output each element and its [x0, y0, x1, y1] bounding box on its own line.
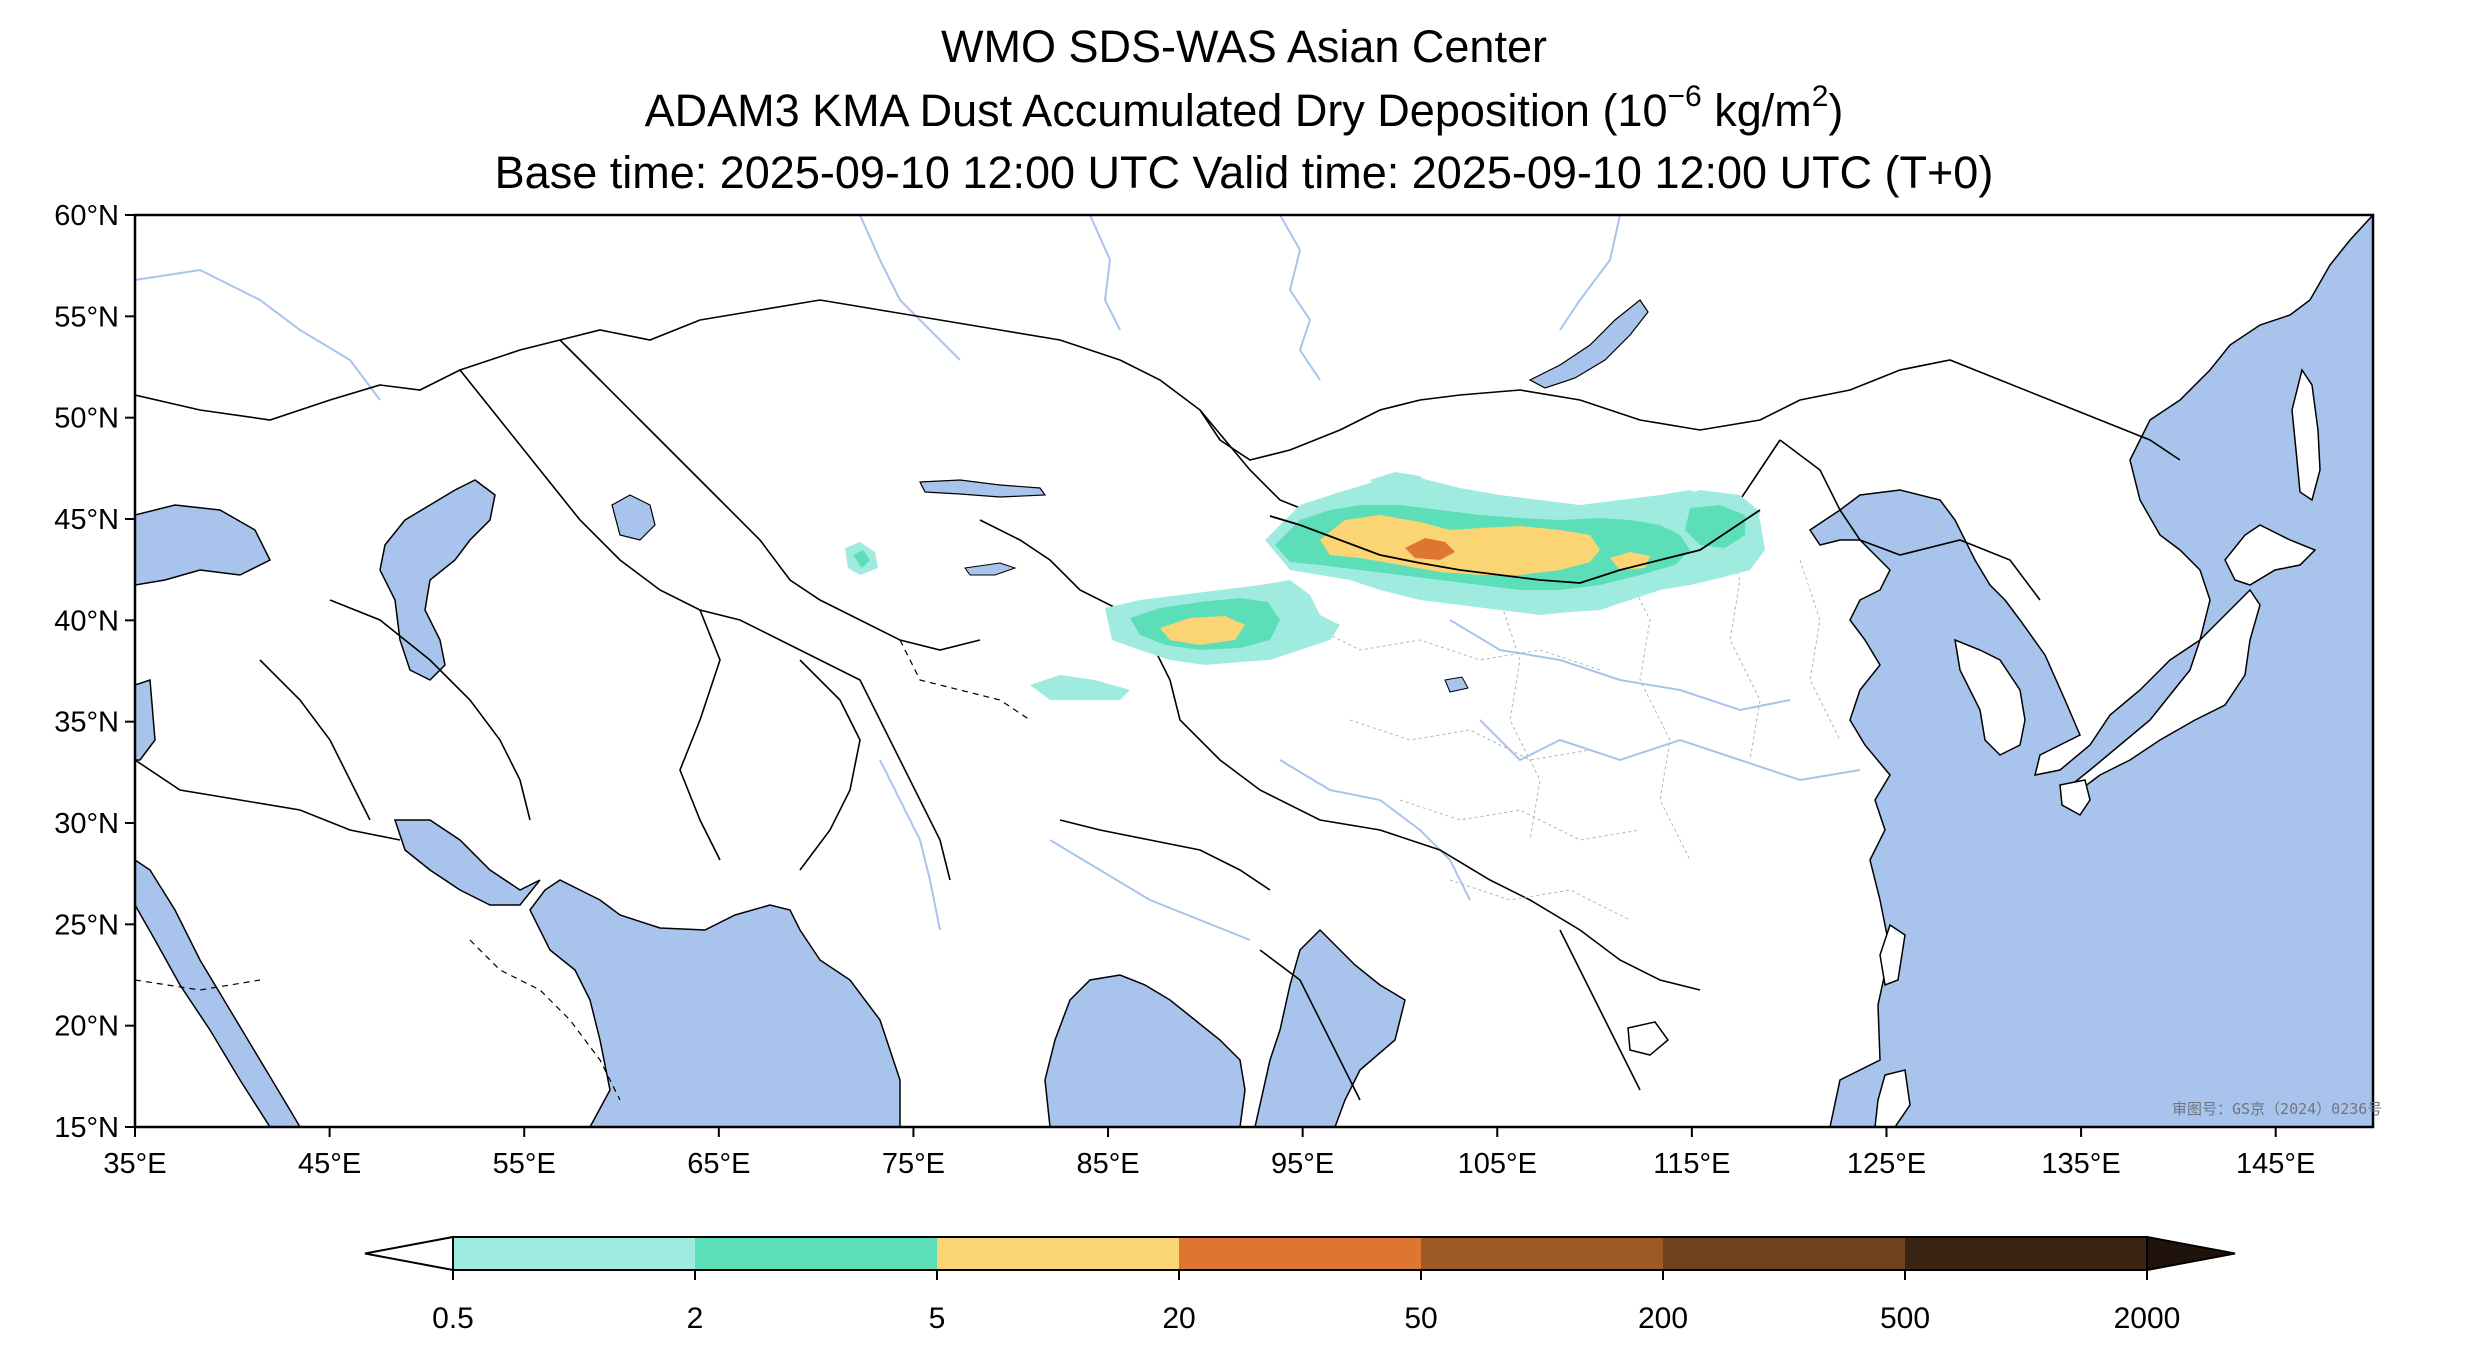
indian-ocean [1254, 928, 1406, 1127]
map-axes: 60°N 55°N 50°N 45°N 40°N 35°N 30°N 25°N 20°N 15°N… [54, 200, 2315, 1180]
taiwan-island [1879, 923, 1906, 987]
dust-deposition-field [845, 472, 1765, 700]
disputed-borders [135, 639, 1031, 1101]
colorbar-tick-label: 50 [1404, 1302, 1438, 1335]
japan-honshu [2062, 588, 2261, 791]
japan-kyushu [2059, 779, 2091, 816]
philippines-luzon [1874, 1069, 1911, 1127]
lon-tick-label: 65°E [687, 1148, 750, 1180]
lon-tick-label: 45°E [298, 1148, 361, 1180]
lat-tick-label: 15°N [54, 1112, 119, 1144]
title-exponent-1: −6 [1667, 80, 1702, 113]
arabian-sea [529, 879, 901, 1127]
lon-tick-label: 125°E [1847, 1148, 1926, 1180]
title-line-2-end: ) [1828, 85, 1844, 136]
lake-balkhash [919, 479, 1047, 498]
bay-of-bengal [1044, 974, 1246, 1127]
colorbar-over-arrow [2146, 1235, 2236, 1272]
lat-tick-label: 30°N [54, 808, 119, 840]
lat-tick-label: 25°N [54, 909, 119, 941]
lon-tick-label: 85°E [1076, 1148, 1139, 1180]
qinghai-lake [1444, 676, 1469, 693]
colorbar-tick-label: 200 [1637, 1302, 1689, 1335]
map-approval-stamp: 审图号：GS京（2024）0236号 [2172, 1100, 2383, 1118]
colorbar [364, 1235, 2236, 1280]
dust-level-2-east [1685, 505, 1745, 548]
colorbar-tick-label: 2 [686, 1302, 704, 1335]
dust-level-2-small [853, 550, 870, 568]
title-line-2: ADAM3 KMA Dust Accumulated Dry Depositio… [0, 82, 2488, 136]
lat-tick-label: 20°N [54, 1011, 119, 1043]
lon-tick-label: 115°E [1653, 1148, 1730, 1180]
colorbar-segment [453, 1237, 696, 1270]
colorbar-segment [695, 1237, 938, 1270]
colorbar-segment [1421, 1237, 1664, 1270]
red-sea [135, 859, 301, 1127]
mongolia-china-border [1269, 509, 1761, 584]
map-frame [133, 213, 2375, 1129]
caspian-sea [379, 479, 496, 681]
colorbar-tick-label: 20 [1162, 1302, 1196, 1335]
lat-tick-label: 40°N [54, 605, 119, 637]
aral-sea [611, 494, 656, 541]
lon-tick-label: 145°E [2236, 1148, 2315, 1180]
lake-baikal [1528, 299, 1649, 389]
dust-level-5 [1320, 515, 1600, 575]
lat-tick-label: 60°N [54, 200, 119, 232]
title-line-2-mid: kg/m [1701, 85, 1812, 136]
colorbar-tick-label: 0.5 [432, 1302, 474, 1335]
lat-tick-label: 45°N [54, 504, 119, 536]
title-exponent-2: 2 [1811, 80, 1829, 113]
rivers [135, 215, 1861, 941]
pacific-ocean [1808, 215, 2373, 1127]
map-content [135, 215, 2373, 1127]
colorbar-segment [1179, 1237, 1422, 1270]
lon-tick-label: 35°E [103, 1148, 166, 1180]
colorbar-outline [452, 1236, 2148, 1271]
colorbar-segment [1905, 1237, 2148, 1270]
lon-tick-label: 135°E [2041, 1148, 2120, 1180]
lon-tick-label: 55°E [493, 1148, 556, 1180]
dust-level-0-5-south [1030, 675, 1130, 700]
colorbar-tick-label: 5 [928, 1302, 946, 1335]
dust-level-0-5-top [1370, 472, 1430, 492]
lon-tick-label: 95°E [1271, 1148, 1334, 1180]
colorbar-segment [1663, 1237, 1906, 1270]
black-sea [135, 504, 272, 586]
lat-tick-label: 55°N [54, 301, 119, 333]
lat-tick-label: 50°N [54, 403, 119, 435]
title-line-2-main: ADAM3 KMA Dust Accumulated Dry Depositio… [644, 85, 1668, 136]
colorbar-under-arrow [364, 1235, 454, 1272]
colorbar-tick-label: 2000 [2113, 1302, 2181, 1335]
dust-level-20 [1405, 538, 1455, 560]
lon-tick-label: 105°E [1458, 1148, 1537, 1180]
title-line-3: Base time: 2025-09-10 12:00 UTC Valid ti… [494, 147, 1994, 198]
dust-level-5-west [1160, 616, 1245, 645]
lon-tick-label: 75°E [882, 1148, 945, 1180]
mediterranean-edge [135, 678, 156, 761]
japan-hokkaido [2224, 524, 2317, 586]
lake-issyk-kul [964, 562, 1017, 576]
persian-gulf [393, 819, 541, 906]
title-line-1: WMO SDS-WAS Asian Center [941, 21, 1547, 72]
colorbar-tick-label: 500 [1879, 1302, 1931, 1335]
sakhalin-island [2291, 368, 2321, 502]
lat-tick-label: 35°N [54, 707, 119, 739]
hainan-island [1627, 1021, 1670, 1056]
korea-peninsula [1954, 638, 2026, 756]
colorbar-segment [937, 1237, 1180, 1270]
